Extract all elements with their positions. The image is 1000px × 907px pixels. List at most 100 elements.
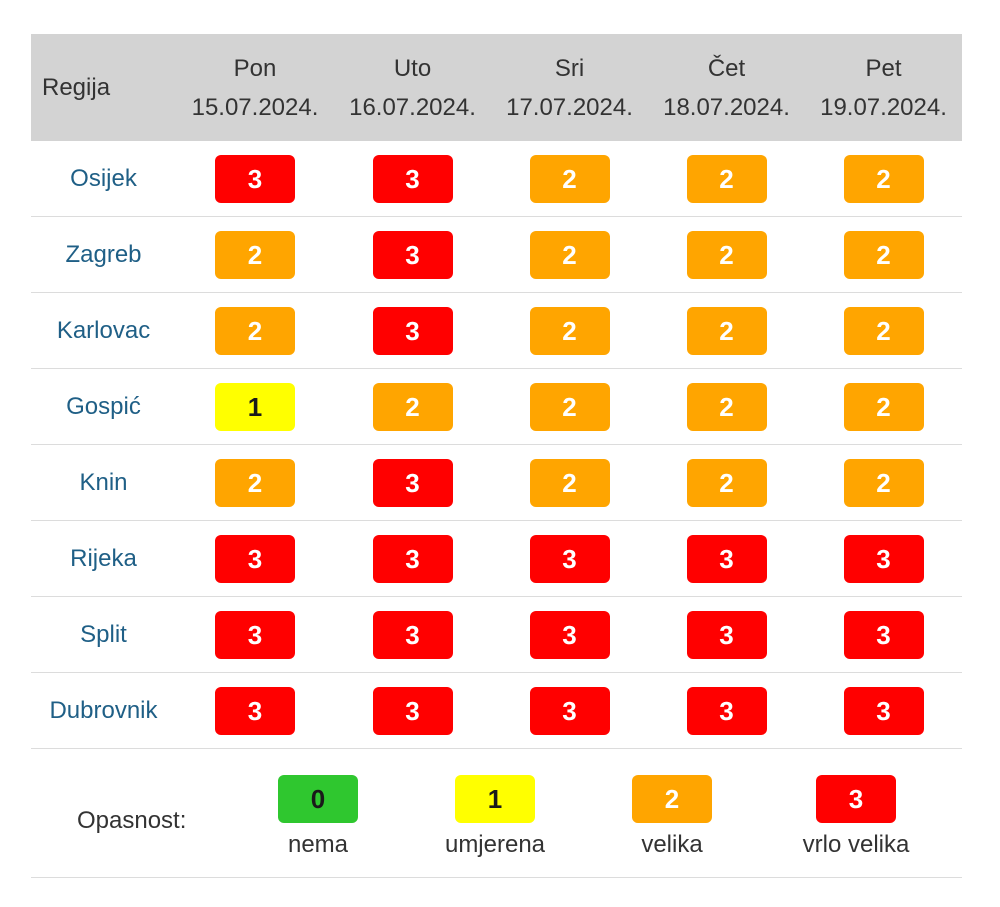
level-cell: 3: [805, 672, 962, 749]
danger-level-badge: 3: [686, 534, 767, 583]
level-cell: 3: [176, 596, 334, 673]
danger-level-badge: 3: [215, 154, 295, 203]
day-name: Uto: [393, 54, 432, 82]
danger-level-badge: 3: [215, 610, 295, 659]
danger-level-badge: 2: [529, 382, 610, 431]
legend-label: vrlo velika: [802, 831, 910, 858]
danger-level-badge: 2: [686, 458, 767, 507]
danger-level-badge: 2: [686, 306, 767, 355]
level-cell: 3: [334, 520, 491, 597]
danger-level-badge: 2: [843, 306, 924, 355]
level-cell: 2: [805, 368, 962, 445]
danger-level-badge: 2: [686, 154, 767, 203]
table-row: Knin 2 3 2 2 2: [31, 444, 962, 521]
legend-badge: 3: [816, 775, 896, 823]
danger-level-badge: 3: [686, 686, 767, 735]
level-cell: 2: [805, 141, 962, 217]
level-cell: 3: [648, 672, 805, 749]
heat-warning-widget: Regija Pon 15.07.2024. Uto 16.07.2024. Sri…: [31, 34, 962, 878]
danger-level-badge: 3: [372, 534, 453, 583]
danger-level-badge: 2: [529, 230, 610, 279]
danger-level-badge: 3: [215, 686, 295, 735]
level-cell: 2: [805, 292, 962, 369]
heat-warning-table: Regija Pon 15.07.2024. Uto 16.07.2024. Sri…: [31, 34, 962, 749]
danger-level-badge: 3: [372, 306, 453, 355]
region-link[interactable]: Knin: [31, 444, 176, 521]
region-link[interactable]: Dubrovnik: [31, 672, 176, 749]
level-cell: 2: [491, 292, 648, 369]
danger-level-badge: 3: [529, 686, 610, 735]
legend-badge: 1: [455, 775, 535, 823]
region-link[interactable]: Rijeka: [31, 520, 176, 597]
region-link[interactable]: Zagreb: [31, 216, 176, 293]
day-date: 19.07.2024.: [820, 93, 947, 121]
danger-level-badge: 2: [529, 458, 610, 507]
level-cell: 2: [648, 292, 805, 369]
level-cell: 2: [648, 141, 805, 217]
day-date: 15.07.2024.: [191, 93, 319, 121]
table-row: Gospić 1 2 2 2 2: [31, 368, 962, 445]
level-cell: 2: [491, 216, 648, 293]
level-cell: 3: [648, 596, 805, 673]
danger-level-badge: 2: [529, 154, 610, 203]
level-cell: 3: [176, 141, 334, 217]
level-cell: 2: [805, 444, 962, 521]
danger-level-badge: 1: [215, 382, 295, 431]
day-date: 17.07.2024.: [506, 93, 633, 121]
level-cell: 1: [176, 368, 334, 445]
danger-level-badge: 2: [843, 230, 924, 279]
level-cell: 2: [648, 216, 805, 293]
day-column-header: Čet 18.07.2024.: [648, 34, 805, 141]
level-cell: 2: [334, 368, 491, 445]
table-row: Dubrovnik 3 3 3 3 3: [31, 672, 962, 749]
danger-level-badge: 3: [843, 686, 924, 735]
danger-level-badge: 2: [215, 458, 295, 507]
region-link[interactable]: Karlovac: [31, 292, 176, 369]
danger-level-badge: 3: [843, 534, 924, 583]
danger-level-badge: 3: [529, 534, 610, 583]
level-cell: 2: [176, 216, 334, 293]
day-column-header: Pon 15.07.2024.: [176, 34, 334, 141]
danger-level-badge: 3: [843, 610, 924, 659]
legend-item-very-high: 3 vrlo velika: [776, 775, 936, 859]
region-link[interactable]: Osijek: [31, 141, 176, 217]
region-link[interactable]: Split: [31, 596, 176, 673]
day-name: Čet: [707, 54, 746, 82]
level-cell: 3: [334, 596, 491, 673]
danger-level-badge: 2: [215, 230, 295, 279]
danger-level-badge: 2: [686, 230, 767, 279]
danger-level-badge: 2: [686, 382, 767, 431]
legend-label: umjerena: [444, 831, 546, 858]
level-cell: 3: [334, 672, 491, 749]
danger-level-badge: 3: [372, 230, 453, 279]
day-date: 18.07.2024.: [663, 93, 790, 121]
danger-level-badge: 2: [529, 306, 610, 355]
danger-level-badge: 3: [372, 686, 453, 735]
region-column-header: Regija: [31, 34, 176, 141]
table-row: Karlovac 2 3 2 2 2: [31, 292, 962, 369]
level-cell: 2: [491, 368, 648, 445]
table-row: Osijek 3 3 2 2 2: [31, 141, 962, 217]
level-cell: 3: [334, 141, 491, 217]
region-link[interactable]: Gospić: [31, 368, 176, 445]
day-name: Pet: [865, 54, 902, 82]
legend-item-none: 0 nema: [238, 775, 398, 859]
day-column-header: Pet 19.07.2024.: [805, 34, 962, 141]
danger-level-badge: 3: [372, 610, 453, 659]
level-cell: 3: [334, 444, 491, 521]
level-cell: 2: [648, 368, 805, 445]
table-body: Osijek 3 3 2 2 2 Zagreb 2 3 2 2 2 Karlovac 2 3 2 2 2 Gospi…: [31, 141, 962, 749]
legend-title: Opasnost:: [77, 807, 187, 834]
level-cell: 3: [491, 596, 648, 673]
level-cell: 3: [805, 596, 962, 673]
table-row: Rijeka 3 3 3 3 3: [31, 520, 962, 597]
danger-level-badge: 3: [372, 154, 453, 203]
legend-badge: 0: [278, 775, 358, 823]
level-cell: 3: [805, 520, 962, 597]
level-cell: 2: [491, 141, 648, 217]
legend-badge: 2: [632, 775, 712, 823]
legend-label: nema: [287, 831, 349, 858]
legend-item-high: 2 velika: [592, 775, 752, 859]
table-row: Zagreb 2 3 2 2 2: [31, 216, 962, 293]
level-cell: 3: [491, 672, 648, 749]
